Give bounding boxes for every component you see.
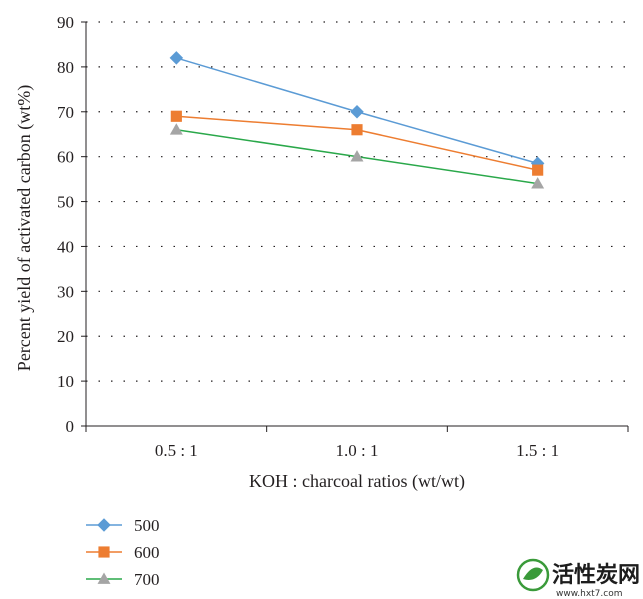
y-tick-label: 20 — [57, 327, 74, 346]
legend-marker-icon — [98, 546, 110, 558]
watermark-text: 活性炭网 — [552, 562, 640, 588]
legend-marker-icon — [97, 518, 111, 532]
y-tick-label: 0 — [66, 417, 75, 436]
legend-item: 600 — [86, 543, 160, 562]
y-tick-label: 60 — [57, 148, 74, 167]
series-600 — [170, 110, 544, 176]
y-tick-label: 90 — [57, 13, 74, 32]
y-tick-label: 10 — [57, 372, 74, 391]
data-point — [350, 105, 364, 119]
data-point — [169, 51, 184, 65]
legend-marker-icon — [97, 572, 111, 584]
data-point — [350, 150, 364, 162]
watermark-leaf-icon — [523, 567, 543, 580]
gridlines — [86, 21, 628, 382]
legend-item: 700 — [86, 570, 160, 589]
legend-item: 500 — [86, 516, 160, 535]
y-axis-title: Percent yield of activated carbon (wt%) — [14, 85, 35, 371]
series-700 — [169, 123, 545, 189]
x-axis-title: KOH : charcoal ratios (wt/wt) — [249, 471, 465, 492]
data-point — [532, 164, 544, 176]
y-tick-labels: 0 10 20 30 40 50 60 70 80 90 — [57, 13, 74, 436]
data-point — [170, 110, 182, 122]
x-tick-label: 1.5 : 1 — [516, 441, 559, 460]
watermark-logo: 活性炭网 www.hxt7.com — [516, 558, 640, 599]
y-tick-label: 30 — [57, 282, 74, 301]
legend: 500 600 700 — [86, 516, 160, 589]
y-tick-label: 80 — [57, 58, 74, 77]
y-tick-label: 50 — [57, 193, 74, 212]
x-tick-labels: 0.5 : 1 1.0 : 1 1.5 : 1 — [155, 441, 559, 460]
axes — [81, 21, 629, 432]
data-point — [351, 124, 363, 136]
legend-label: 700 — [134, 570, 160, 589]
watermark-emblem-icon — [516, 558, 550, 592]
y-tick-label: 70 — [57, 103, 74, 122]
legend-label: 500 — [134, 516, 160, 535]
data-point — [169, 123, 183, 135]
watermark-url: www.hxt7.com — [556, 589, 623, 599]
x-tick-label: 0.5 : 1 — [155, 441, 198, 460]
legend-label: 600 — [134, 543, 160, 562]
data-point — [531, 177, 545, 189]
x-tick-label: 1.0 : 1 — [336, 441, 379, 460]
series-layer — [169, 51, 545, 189]
y-tick-label: 40 — [57, 237, 74, 256]
